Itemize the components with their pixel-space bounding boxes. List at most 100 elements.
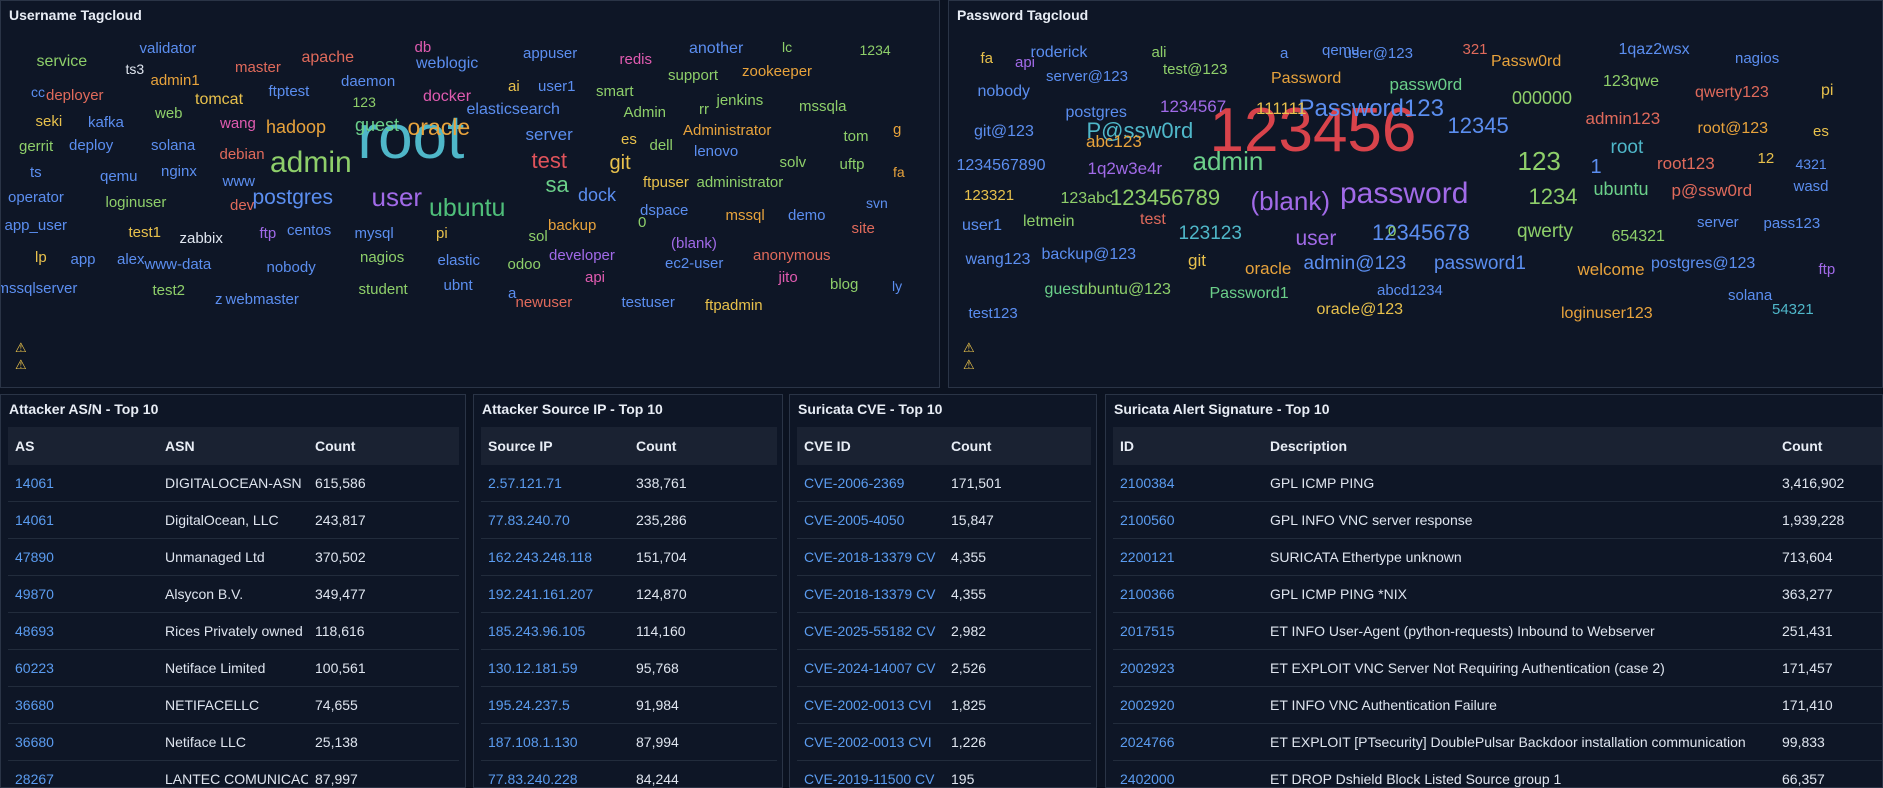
password-tag[interactable]: ali <box>1151 43 1167 61</box>
username-tag[interactable]: ts <box>30 163 42 181</box>
password-tag[interactable]: ubuntu <box>1593 179 1649 199</box>
username-tag[interactable]: zookeeper <box>742 62 813 80</box>
username-tag[interactable]: admin <box>270 146 352 179</box>
password-tag[interactable]: loginuser123 <box>1561 305 1653 322</box>
signature-link[interactable]: 2017515 <box>1113 612 1263 650</box>
password-tag[interactable]: wasd <box>1793 177 1829 195</box>
username-tag[interactable]: demo <box>788 206 826 224</box>
username-tag[interactable]: Administrator <box>683 121 772 139</box>
signature-column-header[interactable]: Count <box>1775 427 1882 465</box>
username-tag[interactable]: ubnt <box>443 276 473 294</box>
password-tag[interactable]: 1qaz2wsx <box>1618 41 1690 58</box>
asn-link[interactable]: 60223 <box>8 649 158 687</box>
password-tag[interactable]: postgres <box>1065 104 1127 121</box>
password-tag[interactable]: 54321 <box>1772 300 1814 318</box>
username-tag[interactable]: sol <box>528 227 548 245</box>
password-tag[interactable]: root@123 <box>1697 120 1769 137</box>
password-tag[interactable]: 654321 <box>1611 228 1665 245</box>
password-tag[interactable]: nobody <box>977 83 1031 100</box>
username-tag[interactable]: (blank) <box>671 234 717 252</box>
asn-column-header[interactable]: AS <box>8 427 158 465</box>
warning-icons[interactable]: ⚠ ⚠ <box>15 339 27 373</box>
username-tag[interactable]: mssql <box>725 206 765 224</box>
username-tag[interactable]: deployer <box>46 86 104 104</box>
password-tag[interactable]: passw0rd <box>1389 74 1463 94</box>
password-tag[interactable]: admin123 <box>1585 108 1661 128</box>
username-tag[interactable]: support <box>668 66 719 84</box>
username-tag[interactable]: db <box>414 38 432 56</box>
username-tag[interactable]: qemu <box>100 167 138 185</box>
username-tag[interactable]: root <box>357 103 465 172</box>
password-tag[interactable]: P@ssw0rd <box>1086 118 1194 143</box>
username-tag[interactable]: daemon <box>341 72 396 90</box>
password-tag[interactable]: guest <box>1044 281 1084 298</box>
warning-icon[interactable]: ⚠ <box>963 357 975 372</box>
username-tag[interactable]: 123 <box>352 94 376 110</box>
username-tag[interactable]: fa <box>893 164 905 180</box>
asn-link[interactable]: 14061 <box>8 501 158 539</box>
password-tag[interactable]: api <box>1015 53 1036 71</box>
password-tag[interactable]: server <box>1697 213 1739 231</box>
warning-icon[interactable]: ⚠ <box>15 340 27 355</box>
username-tag[interactable]: 0 <box>638 213 647 231</box>
username-tag[interactable]: docker <box>423 88 472 105</box>
username-tag[interactable]: server <box>525 124 573 144</box>
username-tag[interactable]: jenkins <box>716 91 764 109</box>
signature-link[interactable]: 2100366 <box>1113 575 1263 613</box>
username-tag[interactable]: elasticsearch <box>466 101 560 118</box>
password-tag[interactable]: test123 <box>968 304 1018 322</box>
password-tag[interactable]: password1 <box>1434 252 1526 274</box>
username-tag[interactable]: nagios <box>360 248 405 266</box>
password-tag[interactable]: ubuntu@123 <box>1079 281 1171 298</box>
username-tag[interactable]: operator <box>8 188 64 206</box>
password-tag[interactable]: 12345678 <box>1372 220 1470 245</box>
cve-link[interactable]: CVE-2002-0013 CVI <box>797 723 944 761</box>
username-tag[interactable]: smart <box>596 82 634 100</box>
password-tag[interactable]: oracle <box>1245 258 1292 278</box>
cve-column-header[interactable]: Count <box>944 427 1091 465</box>
signature-link[interactable]: 2100560 <box>1113 501 1263 539</box>
password-tag[interactable]: 123123 <box>1178 222 1242 244</box>
password-tag[interactable]: 1 <box>1590 156 1602 178</box>
username-tag[interactable]: dell <box>649 136 673 154</box>
password-tag[interactable]: abc123 <box>1086 131 1142 151</box>
username-tag[interactable]: www <box>222 172 256 190</box>
username-tag[interactable]: test2 <box>152 281 186 299</box>
username-tag[interactable]: mssqla <box>799 97 847 115</box>
asn-link[interactable]: 28267 <box>8 760 158 787</box>
username-tag[interactable]: dspace <box>640 201 689 219</box>
cve-column-header[interactable]: CVE ID <box>797 427 944 465</box>
username-tag[interactable]: kafka <box>88 113 124 131</box>
username-tag[interactable]: ai <box>508 77 520 95</box>
password-tag[interactable]: user@123 <box>1343 44 1413 62</box>
asn-column-header[interactable]: Count <box>308 427 459 465</box>
username-tag[interactable]: dock <box>578 185 617 205</box>
password-tag[interactable]: backup@123 <box>1041 246 1137 263</box>
password-tag[interactable]: user1 <box>962 217 1003 234</box>
warning-icons[interactable]: ⚠ ⚠ <box>963 339 975 373</box>
password-tag[interactable]: test@123 <box>1163 60 1228 78</box>
username-tag[interactable]: lp <box>35 248 47 266</box>
password-tag[interactable]: (blank) <box>1250 186 1330 216</box>
username-tag[interactable]: developer <box>549 246 615 264</box>
password-tag[interactable]: 1234 <box>1528 184 1578 209</box>
username-tag[interactable]: ftp <box>259 224 277 242</box>
username-tag[interactable]: centos <box>287 221 332 239</box>
source-ip-column-header[interactable]: Count <box>629 427 777 465</box>
cve-link[interactable]: CVE-2002-0013 CVI <box>797 686 944 724</box>
password-tag[interactable]: root123 <box>1657 153 1715 173</box>
username-tag[interactable]: deploy <box>69 136 114 154</box>
password-tag[interactable]: 4321 <box>1795 156 1827 172</box>
username-tag[interactable]: administrator <box>696 173 784 191</box>
username-tag[interactable]: mssqlserver <box>0 279 78 297</box>
source-ip-link[interactable]: 77.83.240.70 <box>481 501 629 539</box>
cve-link[interactable]: CVE-2005-4050 <box>797 501 944 539</box>
username-tag[interactable]: solv <box>779 153 807 171</box>
username-tag[interactable]: Admin <box>623 103 667 121</box>
username-tag[interactable]: elastic <box>437 251 481 269</box>
password-tag[interactable]: root <box>1610 136 1644 158</box>
password-tag[interactable]: qwerty123 <box>1695 84 1769 101</box>
username-tag[interactable]: apache <box>301 49 355 66</box>
source-ip-link[interactable]: 192.241.161.207 <box>481 575 629 613</box>
username-tag[interactable]: hadoop <box>266 117 327 137</box>
